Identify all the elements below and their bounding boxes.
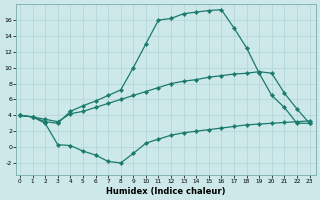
X-axis label: Humidex (Indice chaleur): Humidex (Indice chaleur)	[106, 187, 226, 196]
